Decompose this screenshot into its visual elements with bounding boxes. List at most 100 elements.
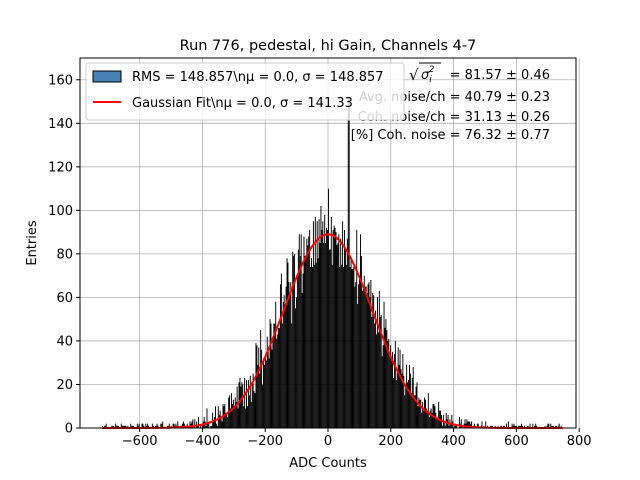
histogram-bar xyxy=(413,395,415,428)
histogram-bar xyxy=(238,382,240,428)
histogram-bar xyxy=(451,414,453,428)
histogram-bar xyxy=(387,340,389,428)
histogram-bar xyxy=(111,425,113,428)
histogram-bar xyxy=(237,408,239,428)
histogram-bar xyxy=(175,423,177,428)
histogram-bar xyxy=(256,345,258,428)
histogram-bar xyxy=(392,351,393,428)
histogram-bar xyxy=(276,338,278,428)
histogram-bar xyxy=(113,425,115,428)
histogram-bar xyxy=(255,343,257,428)
histogram-bar xyxy=(226,412,228,428)
histogram-bar xyxy=(367,284,369,428)
histogram-bar xyxy=(398,364,400,428)
histogram-bar xyxy=(227,417,229,428)
histogram-bar xyxy=(253,391,255,428)
histogram-bar xyxy=(291,323,293,428)
histogram-bar xyxy=(425,408,427,428)
histogram-bar xyxy=(485,421,487,428)
histogram-bar xyxy=(548,423,550,428)
y-tick-label: 20 xyxy=(56,378,73,393)
histogram-bar xyxy=(410,393,412,428)
histogram-bar xyxy=(408,364,410,428)
histogram-bar xyxy=(243,406,245,428)
histogram-bar xyxy=(279,284,281,428)
histogram-bar xyxy=(345,264,347,428)
histogram-bar xyxy=(271,349,273,428)
histogram-bar xyxy=(438,401,440,428)
histogram-bar xyxy=(361,290,363,428)
y-axis-ticks: 0 20 40 60 80 100 120 140 160 xyxy=(48,73,80,437)
histogram-bar xyxy=(414,395,416,428)
histogram-bar xyxy=(450,423,452,428)
histogram-bar xyxy=(396,369,398,428)
histogram-bar xyxy=(378,290,380,428)
histogram-bar xyxy=(215,423,217,428)
histogram-bar xyxy=(312,221,314,428)
histogram-bar xyxy=(319,243,321,428)
histogram-bar xyxy=(399,349,401,428)
sigma-total-value: = 81.57 ± 0.46 xyxy=(450,68,550,83)
histogram-bar xyxy=(115,423,117,428)
histogram-bar xyxy=(125,425,127,428)
histogram-bar xyxy=(132,425,134,428)
histogram-bar xyxy=(259,373,261,428)
histogram-bar xyxy=(210,425,212,428)
histogram-bar xyxy=(201,425,203,428)
histogram-bar xyxy=(211,425,213,428)
histogram-bar xyxy=(301,293,303,428)
histogram-bar xyxy=(189,421,191,428)
y-tick-label: 40 xyxy=(56,334,73,349)
histogram-bar xyxy=(341,264,343,428)
histogram-bar xyxy=(219,410,221,428)
histogram-bar xyxy=(257,364,259,428)
histogram-bar xyxy=(380,314,382,428)
histogram-bar xyxy=(295,308,296,428)
histogram-bar xyxy=(443,421,445,428)
histogram-bar xyxy=(456,425,458,428)
histogram-bar xyxy=(302,273,304,428)
histogram-bar xyxy=(352,269,354,428)
histogram-bar xyxy=(197,425,199,428)
histogram-bar xyxy=(234,397,236,428)
histogram-bar xyxy=(306,238,308,428)
histogram-bar xyxy=(363,275,365,428)
histogram-bar xyxy=(252,373,254,428)
histogram-bar xyxy=(304,256,306,428)
histogram-bar xyxy=(405,384,407,428)
histogram-bar xyxy=(379,317,381,428)
histogram-bar xyxy=(390,345,392,428)
histogram-bar xyxy=(328,249,330,428)
histogram-bar xyxy=(258,347,260,428)
x-tick-label: 600 xyxy=(504,434,529,449)
histogram-bar xyxy=(266,336,268,428)
histogram-bar xyxy=(448,425,450,428)
histogram-bar xyxy=(299,256,301,428)
histogram-bar xyxy=(145,423,147,428)
histogram-bar xyxy=(407,382,409,428)
histogram-bar xyxy=(104,425,106,428)
histogram-bar xyxy=(436,417,438,428)
histogram-bar xyxy=(392,377,394,428)
histogram-bar xyxy=(435,412,437,428)
histogram-bar xyxy=(369,297,371,428)
x-tick-label: −400 xyxy=(185,434,221,449)
histogram-bar xyxy=(471,421,473,428)
histogram-bar xyxy=(279,327,280,428)
histogram-bar xyxy=(444,425,446,428)
histogram-bar xyxy=(123,425,125,428)
histogram-bar xyxy=(308,236,310,428)
histogram-bar xyxy=(161,423,163,428)
histogram-bar xyxy=(372,293,374,428)
histogram-bar xyxy=(198,417,199,428)
y-tick-label: 0 xyxy=(65,422,73,437)
histogram-bar xyxy=(373,295,375,428)
sigma-symbol: σi2 xyxy=(421,65,435,85)
histogram-bar xyxy=(120,423,122,428)
histogram-bar xyxy=(334,227,336,428)
histogram-bar xyxy=(428,417,430,428)
histogram-bar xyxy=(289,295,291,428)
histogram-bar xyxy=(288,282,290,428)
histogram-bar xyxy=(133,425,134,428)
histogram-bar xyxy=(417,406,419,428)
